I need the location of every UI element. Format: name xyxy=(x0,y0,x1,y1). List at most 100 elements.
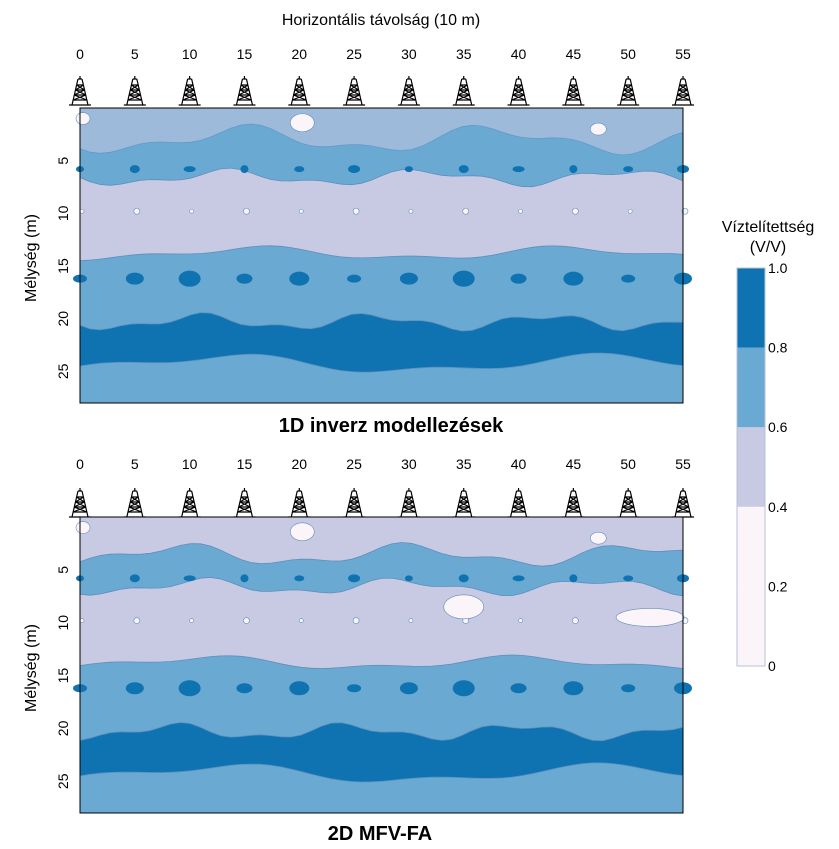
saturation-blob xyxy=(623,575,634,582)
colorbar-tick-label: 0.2 xyxy=(768,578,788,594)
saturation-blob xyxy=(623,166,634,173)
well-derrick-icon xyxy=(342,487,366,518)
saturation-blob xyxy=(240,574,249,583)
well-derrick-icon xyxy=(561,487,585,518)
panel2-y-tick-label: 20 xyxy=(55,720,71,736)
panel2-y-axis-label: Mélység (m) xyxy=(23,624,40,712)
panel2-x-tick-label: 35 xyxy=(456,456,472,472)
saturation-patch-low xyxy=(589,531,607,545)
saturation-blob xyxy=(294,575,305,582)
saturation-blob xyxy=(79,208,85,214)
panel2-y-tick-label: 25 xyxy=(55,773,71,789)
saturation-blob xyxy=(408,618,414,623)
saturation-blob xyxy=(133,617,141,624)
panel1-y-axis-label: Mélység (m) xyxy=(23,214,40,302)
well-derrick-icon xyxy=(616,75,640,106)
well-derrick-icon xyxy=(397,75,421,106)
colorbar-tick-label: 1.0 xyxy=(768,260,788,276)
saturation-blob xyxy=(621,684,636,693)
saturation-blob xyxy=(347,274,362,283)
saturation-blob xyxy=(178,680,201,697)
saturation-blob xyxy=(408,208,414,214)
panel1-x-tick-label: 15 xyxy=(237,46,253,62)
panel1-wells xyxy=(68,75,695,106)
saturation-blob xyxy=(133,207,141,215)
panel2-plot-area xyxy=(73,516,692,814)
well-derrick-icon xyxy=(671,75,695,106)
plot-frame xyxy=(79,107,684,404)
panel1-x-tick-label: 0 xyxy=(76,46,84,62)
saturation-patch-low xyxy=(615,608,685,627)
saturation-blob xyxy=(125,682,144,695)
saturation-blob xyxy=(236,683,253,694)
panel2-x-tick-label: 55 xyxy=(675,456,691,472)
well-derrick-icon xyxy=(232,487,257,518)
saturation-blob xyxy=(236,273,253,284)
well-derrick-icon xyxy=(452,487,476,518)
well-derrick-icon xyxy=(287,75,311,106)
saturation-blob xyxy=(125,272,144,285)
panel1-x-tick-label: 40 xyxy=(511,46,527,62)
saturation-blob xyxy=(569,165,578,174)
saturation-blob xyxy=(352,617,360,624)
colorbar-frame xyxy=(736,267,766,667)
well-derrick-icon xyxy=(178,75,202,106)
saturation-blob xyxy=(404,166,413,173)
colorbar-tick-label: 0 xyxy=(768,658,776,674)
panel2-x-tick-label: 45 xyxy=(566,456,582,472)
saturation-blob xyxy=(572,617,579,624)
well-derrick-icon xyxy=(232,75,257,106)
saturation-blob xyxy=(352,207,360,215)
saturation-blob xyxy=(452,270,475,287)
saturation-blob xyxy=(458,574,469,583)
saturation-band-mid xyxy=(79,577,684,669)
saturation-patch-low xyxy=(289,113,315,133)
well-derrick-icon xyxy=(452,75,476,106)
panel2-x-tick-label: 25 xyxy=(346,456,362,472)
well-derrick-icon xyxy=(506,75,531,106)
saturation-blob xyxy=(129,165,140,174)
saturation-blob xyxy=(563,681,584,696)
saturation-patch-low xyxy=(289,522,315,542)
colorbar-segment xyxy=(737,347,765,428)
panel1-x-tick-label: 20 xyxy=(291,46,307,62)
panel1-title: 1D inverz modellezések xyxy=(279,415,504,437)
saturation-blob xyxy=(510,273,527,284)
well-derrick-icon xyxy=(616,487,640,518)
saturation-blob xyxy=(512,166,525,173)
panel1-x-tick-label: 5 xyxy=(131,46,139,62)
saturation-blob xyxy=(243,617,250,624)
panel1-y-tick-label: 20 xyxy=(55,311,71,327)
saturation-blob xyxy=(183,166,196,173)
panel1-x-ticks: 0 5 10 15 20 25 30 35 40 45 50 55 xyxy=(76,46,691,62)
panel1-y-tick-label: 10 xyxy=(55,205,71,221)
saturation-blob xyxy=(621,274,636,283)
saturation-band-mid xyxy=(79,167,684,262)
saturation-blob xyxy=(178,270,201,287)
saturation-blob xyxy=(510,683,527,694)
well-derrick-icon xyxy=(123,75,147,106)
panel1-x-tick-label: 30 xyxy=(401,46,417,62)
well-derrick-icon xyxy=(68,75,92,106)
colorbar-tick-label: 0.4 xyxy=(768,499,788,515)
saturation-blob xyxy=(294,166,305,173)
panel1-y-tick-label: 15 xyxy=(55,258,71,274)
colorbar-tick-label: 0.6 xyxy=(768,419,788,435)
saturation-blob xyxy=(243,207,250,215)
saturation-patch-low xyxy=(443,594,485,620)
panel2-x-tick-label: 20 xyxy=(291,456,307,472)
panel2-title: 2D MFV-FA xyxy=(328,823,432,845)
saturation-patch-low xyxy=(75,521,91,534)
well-derrick-icon xyxy=(123,487,147,518)
panel2-y-ticks: 5 10 15 20 25 xyxy=(55,566,71,789)
panel2-y-tick-label: 5 xyxy=(55,566,71,574)
saturation-blob xyxy=(518,618,523,623)
colorbar-tick-label: 0.8 xyxy=(768,340,788,356)
saturation-blob xyxy=(298,618,304,623)
saturation-blob xyxy=(129,574,140,583)
panel2-x-tick-label: 15 xyxy=(237,456,253,472)
saturation-blob xyxy=(348,574,361,583)
panel1-x-tick-label: 25 xyxy=(346,46,362,62)
well-derrick-icon xyxy=(397,487,421,518)
